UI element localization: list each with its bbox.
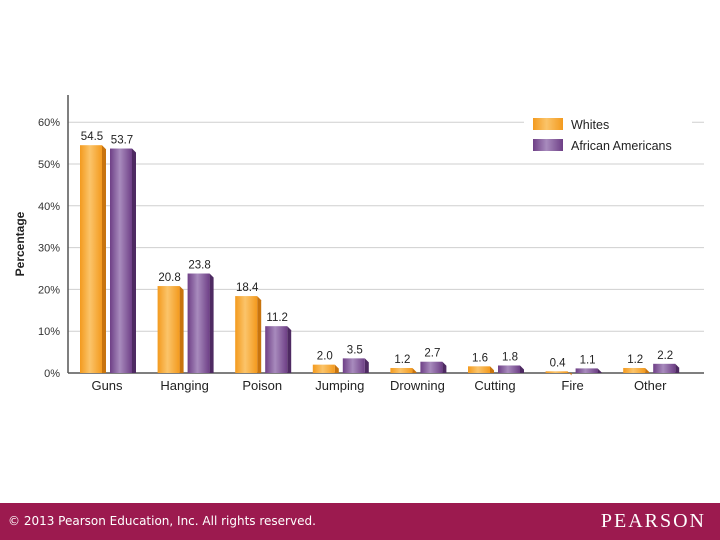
legend-swatch [533,118,563,130]
bar-african-americans-other [653,363,676,373]
data-label: 2.2 [657,350,673,362]
bar-african-americans-cutting [498,365,520,373]
bar-african-americans-hanging [187,273,210,373]
x-tick-label: Other [634,378,667,393]
data-label: 1.2 [394,354,410,366]
data-label: 0.4 [550,357,567,369]
data-label: 53.7 [111,135,133,147]
legend-swatch [533,139,563,151]
y-tick-label: 60% [38,117,60,129]
x-tick-label: Fire [561,378,583,393]
legend-entry: Whites [571,118,609,132]
y-tick-label: 0% [44,368,60,380]
bar-whites-jumping [312,364,335,373]
bar-side-african-americans [675,363,680,373]
bar-chart: 0% 10% 20% 30% 40% 50% 60% Percentage 54.5 53.7 Gu… [13,95,704,393]
data-label: 11.2 [266,312,288,324]
bar-whites-poison [235,296,258,373]
data-label: 3.5 [347,344,363,356]
x-tick-label: Guns [91,378,123,393]
y-tick-label: 10% [38,326,60,338]
y-axis-title: Percentage [13,211,27,276]
bar-side-african-americans [597,368,602,373]
data-label: 2.7 [424,348,440,360]
data-label: 23.8 [188,260,210,272]
data-label: 1.2 [627,354,643,366]
data-label: 18.4 [236,282,259,294]
bar-side-whites [179,286,184,373]
bar-african-americans-poison [265,326,288,373]
bar-side-whites [257,296,262,373]
y-tick-label: 50% [38,159,60,171]
data-label: 1.1 [580,354,596,366]
legend: Whites African Americans [524,112,692,160]
data-label: 1.8 [502,351,518,363]
bar-side-african-americans [209,273,214,373]
bar-side-african-americans [442,361,447,373]
data-label: 20.8 [158,272,180,284]
bar-whites-guns [80,145,102,373]
data-label: 54.5 [81,131,103,143]
x-tick-label: Hanging [160,378,208,393]
bar-side-whites [490,366,494,373]
bar-side-african-americans [520,365,524,373]
bar-side-african-americans [132,148,136,373]
footer-bar: © 2013 Pearson Education, Inc. All right… [0,503,720,540]
bar-side-whites [334,364,339,373]
chart-svg: 0% 10% 20% 30% 40% 50% 60% Percentage 54.5 53.7 Gu… [13,95,704,393]
pearson-logo: PEARSON [600,510,706,532]
data-label: 1.6 [472,352,488,364]
bar-whites-cutting [468,366,490,373]
bar-side-african-americans [287,326,292,373]
y-tick-label: 30% [38,243,60,255]
y-tick-label: 20% [38,284,60,296]
y-tick-label: 40% [38,201,60,213]
data-label: 2.0 [317,351,333,363]
bar-side-whites [645,367,650,373]
bar-side-african-americans [364,358,369,373]
bar-whites-other [623,367,646,373]
x-tick-label: Poison [242,378,282,393]
x-tick-label: Drowning [390,378,445,393]
bar-african-americans-jumping [342,358,365,373]
bar-african-americans-guns [110,148,132,373]
bar-whites-hanging [157,286,180,373]
bar-african-americans-drowning [420,361,443,373]
bar-side-whites [102,145,106,373]
bar-side-whites [567,371,572,376]
bar-whites-fire [545,371,568,373]
bar-side-whites [412,367,417,373]
bar-whites-drowning [390,367,413,373]
x-tick-label: Jumping [315,378,364,393]
x-tick-label: Cutting [474,378,515,393]
bar-african-americans-fire [575,368,598,373]
copyright-text: © 2013 Pearson Education, Inc. All right… [8,514,316,528]
legend-entry: African Americans [571,139,672,153]
